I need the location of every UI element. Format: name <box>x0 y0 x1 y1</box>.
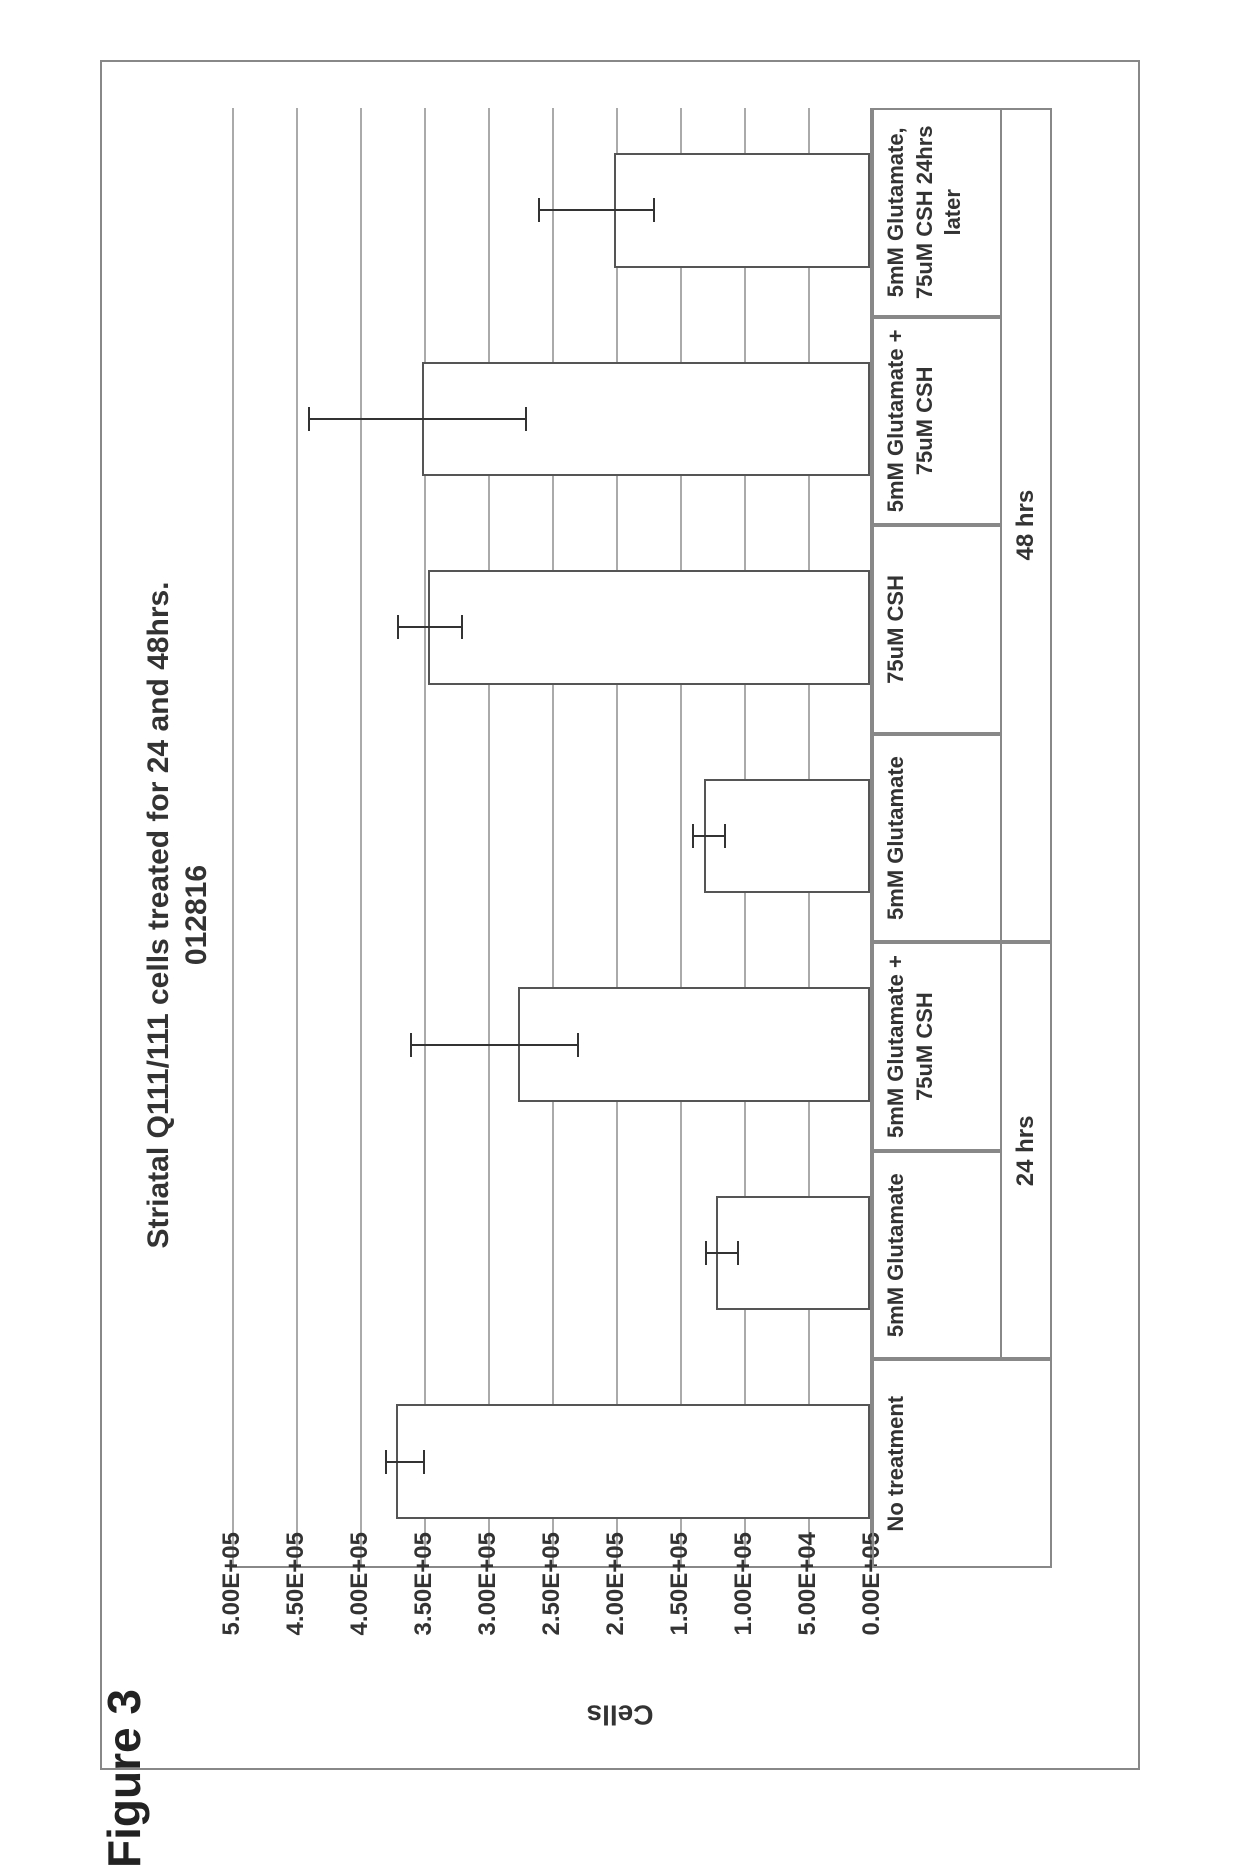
error-cap <box>423 1450 425 1474</box>
chart-title: Striatal Q111/111 cells treated for 24 a… <box>142 62 176 1768</box>
error-cap <box>525 407 527 431</box>
x-group-label: 24 hrs <box>1002 942 1052 1359</box>
chart-subtitle: 012816 <box>180 62 214 1768</box>
error-cap <box>692 824 694 848</box>
error-bar <box>386 1461 424 1463</box>
page: Figure 3 Striatal Q111/111 cells treated… <box>0 0 1240 1830</box>
error-cap <box>737 1241 739 1265</box>
y-tick-label: 2.00E+05 <box>602 1532 630 1702</box>
y-tick-label: 4.50E+05 <box>282 1532 310 1702</box>
error-cap <box>653 198 655 222</box>
bar <box>704 779 870 894</box>
error-cap <box>385 1450 387 1474</box>
error-bar <box>706 1252 738 1254</box>
x-category-label: 75uM CSH <box>872 525 1002 734</box>
y-tick-label: 3.00E+05 <box>474 1532 502 1702</box>
error-cap <box>577 1033 579 1057</box>
error-bar <box>693 835 725 837</box>
error-bar <box>398 626 462 628</box>
error-bar <box>539 209 654 211</box>
error-cap <box>397 615 399 639</box>
x-category-label: 5mM Glutamate <box>872 1151 1002 1360</box>
bar <box>428 570 870 685</box>
x-category-label: 5mM Glutamate + 75uM CSH <box>872 317 1002 526</box>
bar <box>396 1404 870 1519</box>
y-axis-label: Cells <box>587 1699 654 1731</box>
error-cap <box>410 1033 412 1057</box>
chart-container: Figure 3 Striatal Q111/111 cells treated… <box>100 60 1140 1770</box>
grid-line <box>488 108 490 1566</box>
plot-area <box>232 108 872 1568</box>
y-tick-label: 5.00E+04 <box>794 1532 822 1702</box>
y-tick-label: 1.50E+05 <box>666 1532 694 1702</box>
error-cap <box>724 824 726 848</box>
bar <box>716 1196 870 1311</box>
error-bar <box>411 1044 577 1046</box>
grid-line <box>232 108 234 1566</box>
error-bar <box>309 418 527 420</box>
grid-line <box>680 108 682 1566</box>
error-cap <box>705 1241 707 1265</box>
grid-line <box>616 108 618 1566</box>
error-cap <box>538 198 540 222</box>
y-tick-label: 3.50E+05 <box>410 1532 438 1702</box>
x-category-label: 5mM Glutamate <box>872 734 1002 943</box>
grid-line <box>296 108 298 1566</box>
y-tick-label: 5.00E+05 <box>218 1532 246 1702</box>
y-tick-label: 1.00E+05 <box>730 1532 758 1702</box>
y-tick-label: 4.00E+05 <box>346 1532 374 1702</box>
grid-line <box>552 108 554 1566</box>
x-group-label: 48 hrs <box>1002 108 1052 942</box>
error-cap <box>461 615 463 639</box>
x-category-label: 5mM Glutamate + 75uM CSH <box>872 942 1002 1151</box>
grid-line <box>424 108 426 1566</box>
grid-line <box>360 108 362 1566</box>
error-cap <box>308 407 310 431</box>
y-tick-label: 2.50E+05 <box>538 1532 566 1702</box>
x-category-label: 5mM Glutamate, 75uM CSH 24hrs later <box>872 108 1002 317</box>
x-category-label: No treatment <box>872 1359 1052 1568</box>
